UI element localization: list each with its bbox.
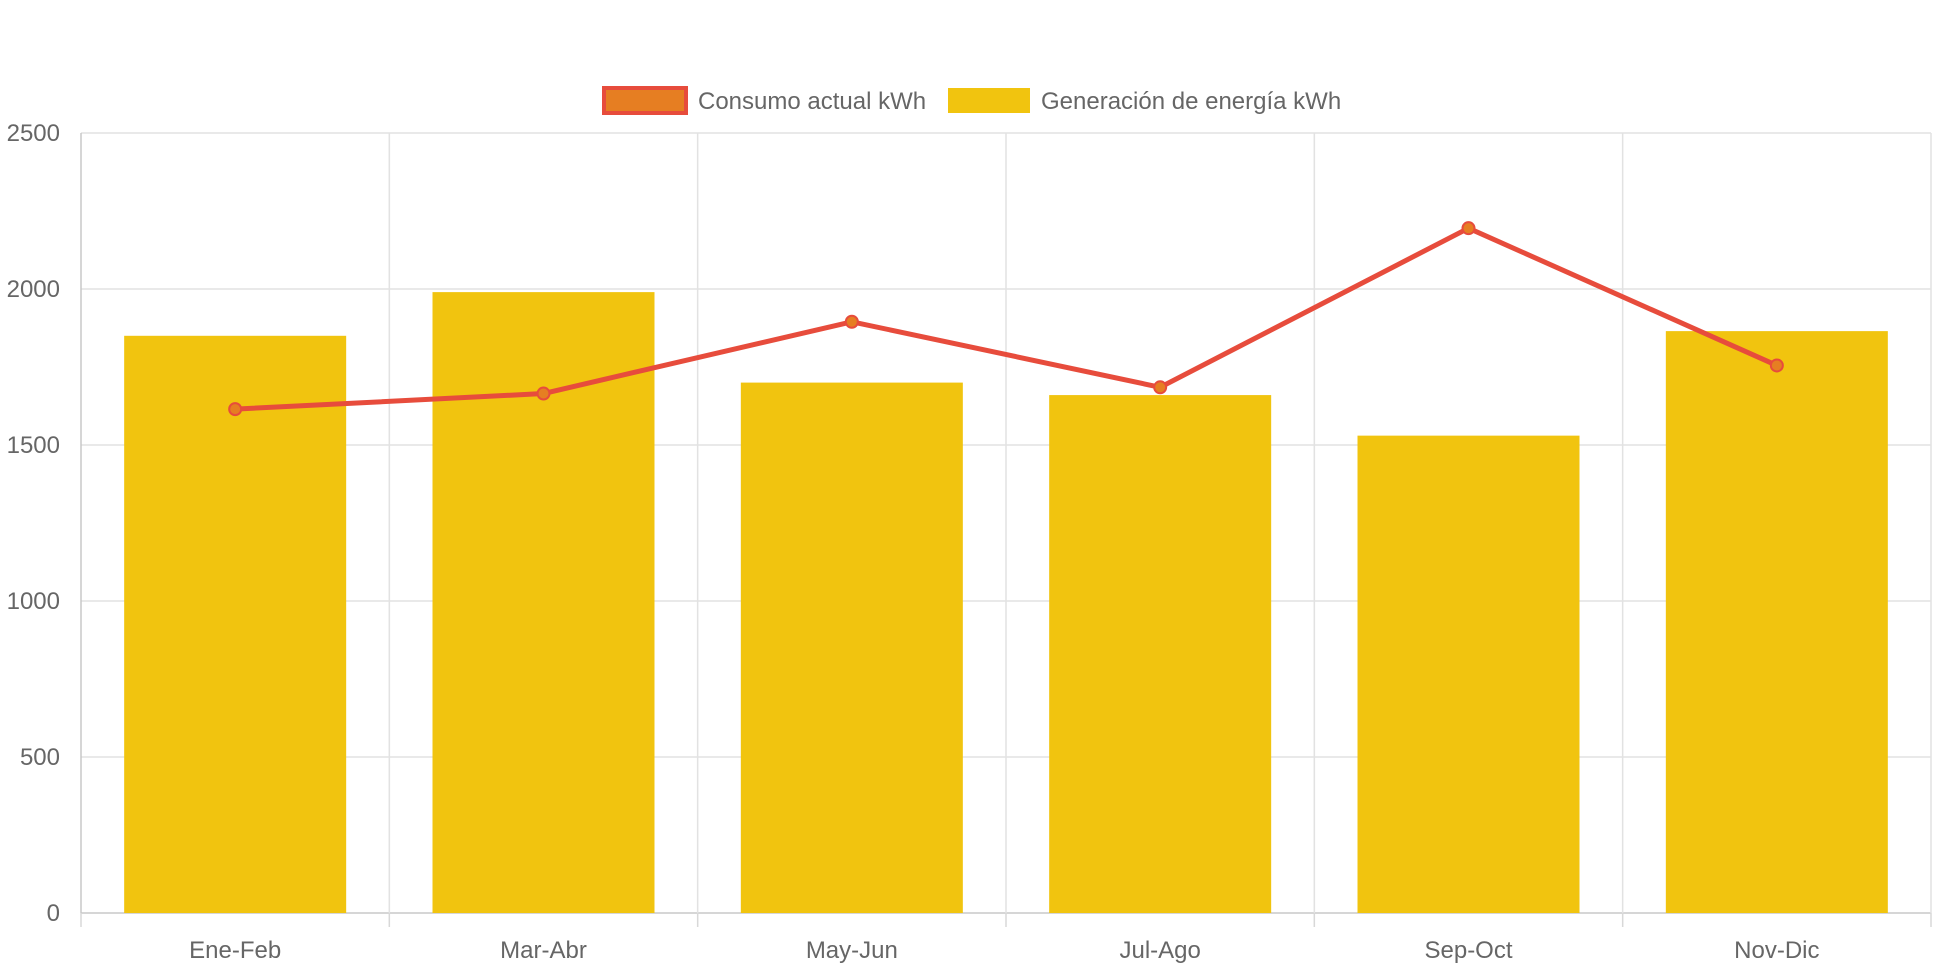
x-tick-label: May-Jun [806,937,898,964]
x-axis: Ene-Feb Mar-Abr May-Jun Jul-Ago Sep-Oct Nov-D… [80,913,1932,964]
legend-item-generacion[interactable]: Generación de energía kWh [948,88,1341,115]
bar-generacion[interactable] [432,292,655,913]
x-tick-label: Nov-Dic [1734,937,1819,964]
y-tick-label: 2500 [7,120,60,147]
point-consumo[interactable] [844,314,859,329]
bar-generacion[interactable] [124,335,347,913]
y-tick-label: 2000 [7,276,60,303]
y-axis: 0 500 1000 1500 2000 2500 [7,120,60,927]
y-tick-label: 1500 [7,432,60,459]
legend-item-consumo[interactable]: Consumo actual kWh [602,86,926,115]
line-consumo [235,225,1778,412]
point-consumo[interactable] [1153,380,1168,395]
legend-swatch-generacion [948,88,1030,113]
y-tick-label: 1000 [7,588,60,615]
bar-generacion[interactable] [1665,331,1888,913]
legend-label-consumo: Consumo actual kWh [698,88,926,115]
bar-generacion[interactable] [740,382,963,914]
point-consumo[interactable] [536,386,551,401]
point-consumo[interactable] [1769,358,1784,373]
legend: Consumo actual kWh Generación de energía… [602,86,1341,115]
point-consumo[interactable] [1461,221,1476,236]
bar-generacion[interactable] [1357,435,1580,913]
grid [80,132,1932,914]
legend-label-generacion: Generación de energía kWh [1041,88,1341,115]
x-tick-label: Mar-Abr [500,937,587,964]
legend-swatch-consumo [602,86,688,115]
y-tick-label: 0 [47,900,60,927]
x-tick-label: Jul-Ago [1119,937,1200,964]
y-tick-label: 500 [20,744,60,771]
bar-generacion[interactable] [1049,395,1272,914]
x-tick-label: Ene-Feb [189,937,281,964]
point-consumo[interactable] [228,402,243,417]
line-series-consumo [228,221,1784,417]
x-tick-label: Sep-Oct [1424,937,1512,964]
